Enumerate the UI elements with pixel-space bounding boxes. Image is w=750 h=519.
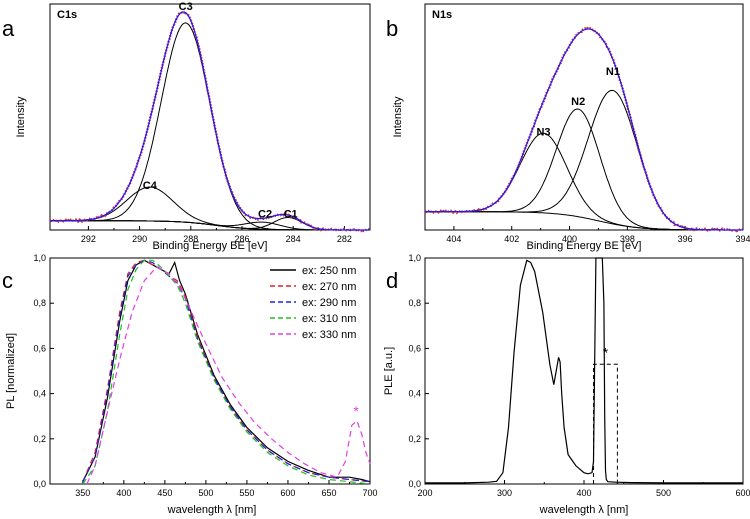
panel-b: b N1s Intensity Binding Energy BE [eV] 4… — [386, 3, 750, 252]
panel-d-ylabel: PLE [a.u.] — [383, 347, 395, 395]
panel-c-ytick-label: 0,4 — [33, 389, 46, 399]
panel-d-ytick-label: 0,0 — [408, 479, 421, 489]
panel-a-envelope-line — [50, 11, 370, 231]
panel-c-annotation: * — [353, 403, 359, 419]
panel-c-ytick-label: 0,8 — [33, 298, 46, 308]
panel-b-ylabel: Intensity — [392, 96, 404, 137]
panel-d-xtick-label: 200 — [417, 488, 432, 498]
panel-b-component-n3 — [425, 132, 743, 231]
panel-c-xtick-label: 550 — [239, 488, 254, 498]
panel-c: c PL [normalized] wavelength λ [nm] 350 4… — [2, 253, 378, 516]
panel-b-peak-label-n3: N3 — [536, 126, 550, 138]
panel-d: d PLE [a.u.] wavelength λ [nm] 200 300 400… — [383, 253, 750, 516]
panel-b-xtick-label: 394 — [735, 234, 750, 244]
panel-c-xtick-label: 600 — [280, 488, 295, 498]
panel-d-frame — [424, 257, 744, 485]
panel-a-peak-label-c4: C4 — [143, 180, 158, 192]
panel-a-ylabel: Intensity — [15, 96, 27, 137]
panel-c-ytick-label: 0,2 — [33, 434, 46, 444]
panel-d-xtick-label: 500 — [656, 488, 671, 498]
panel-d-bracket — [593, 363, 618, 484]
panel-b-plot: 404 402 400 398 396 394 N1 N2 N3 — [424, 26, 750, 244]
panel-a-xtick-label: 292 — [81, 234, 96, 244]
panel-c-series-line-0 — [82, 259, 371, 483]
panel-d-xtick-label: 600 — [735, 488, 750, 498]
panel-d-xtick-label: 300 — [497, 488, 512, 498]
panel-b-xtick-label: 400 — [562, 234, 577, 244]
panel-d-ytick-label: 0,4 — [408, 389, 421, 399]
panel-a-xlabel: Binding Energy BE [eV] — [153, 240, 268, 252]
panel-b-letter: b — [386, 16, 398, 41]
panel-c-frame — [49, 257, 371, 485]
panel-c-ytick-label: 0,6 — [33, 343, 46, 353]
panel-b-xlabel: Binding Energy BE [eV] — [527, 240, 642, 252]
panel-d-series-line-0 — [425, 257, 743, 484]
panel-a-xtick-label: 286 — [234, 234, 249, 244]
panel-a-xtick-label: 290 — [132, 234, 147, 244]
panel-a-xtick-label: 288 — [183, 234, 198, 244]
panel-c-ytick-label: 0,0 — [33, 479, 46, 489]
panel-a-measured-line — [49, 10, 371, 233]
panel-c-xtick-label: 450 — [157, 488, 172, 498]
panel-d-ytick-label: 0,6 — [408, 343, 421, 353]
panel-b-component-n2 — [425, 108, 743, 231]
panel-a-component-c4 — [50, 186, 370, 231]
panel-c-legend-label: ex: 290 nm — [302, 297, 356, 309]
panel-a-frame — [49, 3, 371, 231]
panel-b-xtick-label: 402 — [504, 234, 519, 244]
panel-c-xlabel: wavelength λ [nm] — [167, 504, 257, 516]
panel-c-legend-label: ex: 310 nm — [302, 313, 356, 325]
panel-a-peak-label-c1: C1 — [284, 209, 298, 221]
panel-b-envelope-line — [425, 28, 743, 231]
panel-c-plot: 350 400 450 500 550 600 650 700 0,0 0,2 0,4 0,6 0,8 1… — [33, 253, 377, 498]
panel-a-title: C1s — [57, 9, 77, 21]
panel-b-xtick-label: 398 — [620, 234, 635, 244]
panel-b-component-n1 — [425, 89, 743, 231]
panel-c-ylabel: PL [normalized] — [5, 333, 17, 409]
panel-c-series-line-3 — [82, 259, 371, 485]
panel-b-xtick-label: 396 — [678, 234, 693, 244]
panel-c-xtick-label: 350 — [75, 488, 90, 498]
panel-c-legend-label: ex: 330 nm — [302, 329, 356, 341]
panel-a-letter: a — [2, 16, 15, 41]
panel-c-legend: ex: 250 nm ex: 270 nm ex: 290 nm ex: 310 nm… — [270, 265, 356, 341]
panel-a-xtick-label: 282 — [337, 234, 352, 244]
panel-d-xtick-label: 400 — [576, 488, 591, 498]
panel-d-xlabel: wavelength λ [nm] — [539, 504, 629, 516]
panel-d-letter: d — [386, 268, 398, 293]
panel-a-xtick-label: 284 — [286, 234, 301, 244]
panel-b-peak-label-n2: N2 — [571, 96, 585, 108]
panel-a: a C1s Intensity Binding Energy BE [eV] 2… — [2, 1, 371, 252]
panel-c-letter: c — [2, 268, 13, 293]
panel-c-legend-label: ex: 250 nm — [302, 265, 356, 277]
panel-b-peak-label-n1: N1 — [606, 66, 620, 78]
panel-d-ytick-label: 0,8 — [408, 298, 421, 308]
panel-c-series-line-4 — [86, 266, 371, 485]
panel-d-ytick-label: 0,2 — [408, 434, 421, 444]
panel-b-baseline-line — [425, 211, 743, 231]
panel-b-xtick-label: 404 — [446, 234, 461, 244]
panel-b-frame — [424, 3, 744, 231]
panel-a-component-c3 — [50, 22, 370, 231]
panel-a-peak-label-c2: C2 — [258, 209, 272, 221]
panel-c-xtick-label: 650 — [321, 488, 336, 498]
panel-d-annotation: * — [603, 344, 609, 360]
panel-c-ytick-label: 1,0 — [33, 253, 46, 263]
panel-c-xtick-label: 400 — [116, 488, 131, 498]
panel-d-ytick-label: 1,0 — [408, 253, 421, 263]
panel-c-legend-label: ex: 270 nm — [302, 281, 356, 293]
panel-d-plot: 200 300 400 500 600 0,0 0,2 0,4 0,6 0,8 1,0 * — [408, 253, 750, 498]
panel-a-peak-label-c3: C3 — [179, 1, 193, 13]
panel-c-xtick-label: 500 — [198, 488, 213, 498]
panel-c-xtick-label: 700 — [362, 488, 377, 498]
panel-a-plot: 292 290 288 286 284 282 C3 C4 C2 C1 — [49, 1, 371, 244]
panel-b-title: N1s — [432, 9, 452, 21]
